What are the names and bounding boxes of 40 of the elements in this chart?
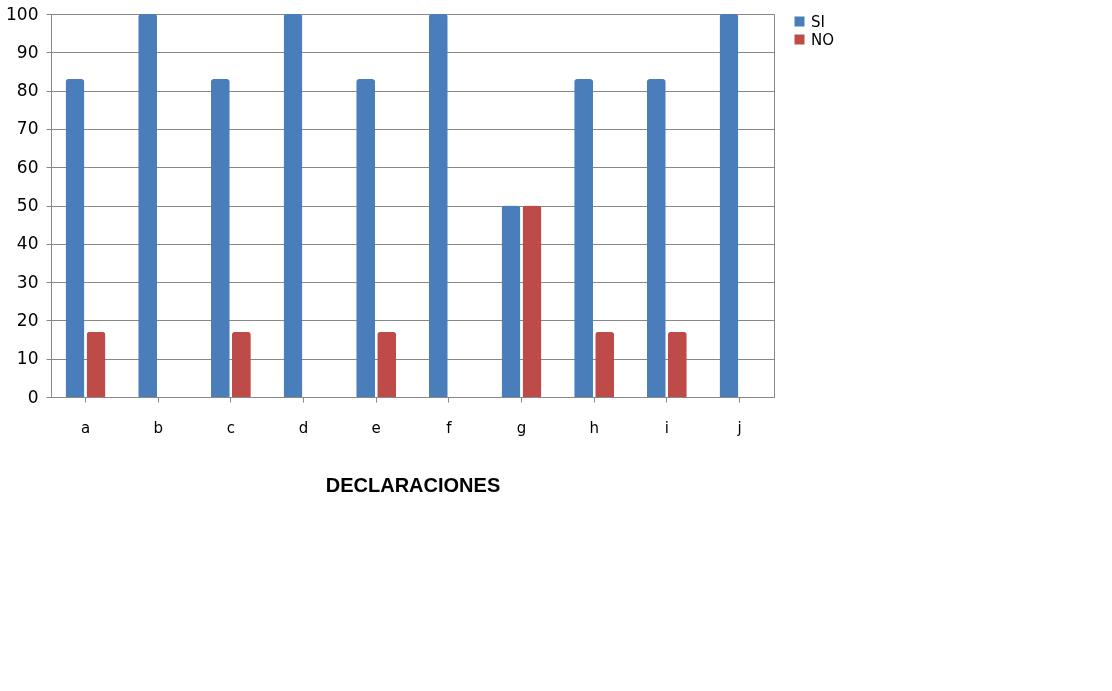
y-tick-label: 10 [16,348,39,369]
x-tick-label: a [80,418,91,437]
bar [231,331,251,397]
y-tick-label: 50 [16,195,39,215]
y-tick-label: 90 [16,41,39,62]
bar [377,331,397,397]
bar [86,331,106,397]
bar [667,331,687,397]
legend-label: SI [811,12,825,31]
bar [595,331,615,397]
bar [719,14,739,397]
x-tick-label: j [736,418,742,437]
bar [138,14,158,397]
x-axis-title: DECLARACIONES [325,473,501,496]
y-tick-label: 20 [16,309,39,330]
legend-label: NO [811,30,835,49]
y-tick-label: 100 [6,3,39,24]
x-tick-label: d [298,418,309,437]
x-tick-label: e [371,418,381,437]
y-tick-label: 30 [16,271,39,292]
bar [283,14,303,397]
bar [356,79,376,397]
bar [646,79,666,397]
bar [428,14,448,397]
bar [65,79,85,397]
bar [210,79,230,397]
y-tick-label: 0 [27,386,39,407]
x-tick-label: b [153,418,163,437]
x-tick-label: i [664,418,669,437]
y-tick-label: 70 [16,118,39,139]
x-tick-label: h [589,418,599,437]
bar [574,79,594,397]
y-tick-label: 40 [16,233,39,254]
x-tick-label: f [446,418,453,437]
x-tick-label: c [226,418,235,437]
y-tick-label: 80 [16,80,39,101]
bar [522,205,542,397]
y-tick-label: 60 [16,156,39,177]
x-tick-label: g [516,418,527,437]
bar [501,205,521,397]
